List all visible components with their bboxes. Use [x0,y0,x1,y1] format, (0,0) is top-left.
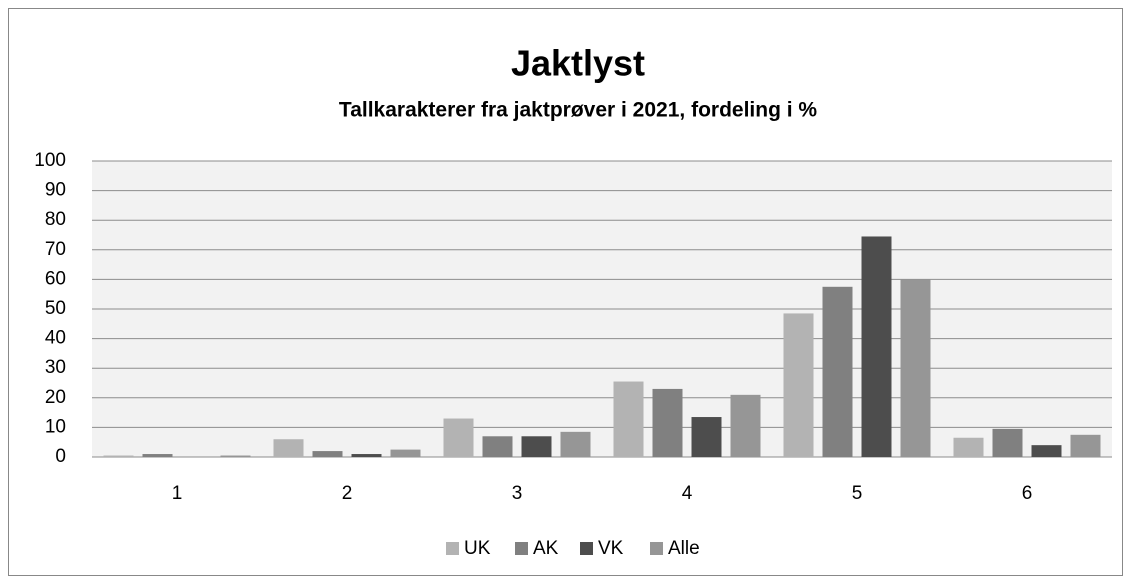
bar [1031,445,1062,457]
y-tick-label: 80 [45,209,66,230]
bar [312,451,343,457]
bar [560,431,591,457]
chart-title: Jaktlyst [511,43,645,84]
bar [482,436,513,457]
x-tick-label: 4 [682,483,693,504]
legend-label: VK [598,538,624,559]
bar [1070,434,1101,457]
x-tick-label: 2 [342,483,353,504]
legend-label: AK [533,538,559,559]
legend-label: Alle [668,538,700,559]
legend-swatch [650,542,663,555]
y-tick-label: 0 [55,446,66,467]
y-tick-label: 70 [45,239,66,260]
bar [521,436,552,457]
bar [390,449,421,457]
x-tick-label: 3 [512,483,523,504]
y-tick-label: 30 [45,357,66,378]
chart-subtitle: Tallkarakterer fra jaktprøver i 2021, fo… [339,99,817,122]
bar [652,388,683,457]
bar [783,313,814,457]
y-tick-label: 60 [45,268,66,289]
y-tick-label: 50 [45,298,66,319]
x-tick-label: 1 [172,483,183,504]
y-tick-label: 40 [45,328,66,349]
bar [103,455,134,457]
bar [953,437,984,457]
legend-swatch [446,542,459,555]
legend-swatch [580,542,593,555]
bar [220,455,251,457]
bar [691,417,722,457]
x-tick-label: 6 [1022,483,1033,504]
bar [443,418,474,457]
bar [992,428,1023,457]
bar [613,381,644,457]
bar [730,394,761,457]
y-tick-label: 20 [45,387,66,408]
bar [273,439,304,457]
bar [142,454,173,457]
legend-swatch [515,542,528,555]
bar [900,279,931,457]
bar [822,286,853,457]
y-tick-label: 100 [34,150,66,171]
bar [861,236,892,457]
legend-label: UK [464,538,491,559]
y-tick-label: 90 [45,180,66,201]
x-tick-label: 5 [852,483,863,504]
bar [351,454,382,457]
y-tick-label: 10 [45,416,66,437]
